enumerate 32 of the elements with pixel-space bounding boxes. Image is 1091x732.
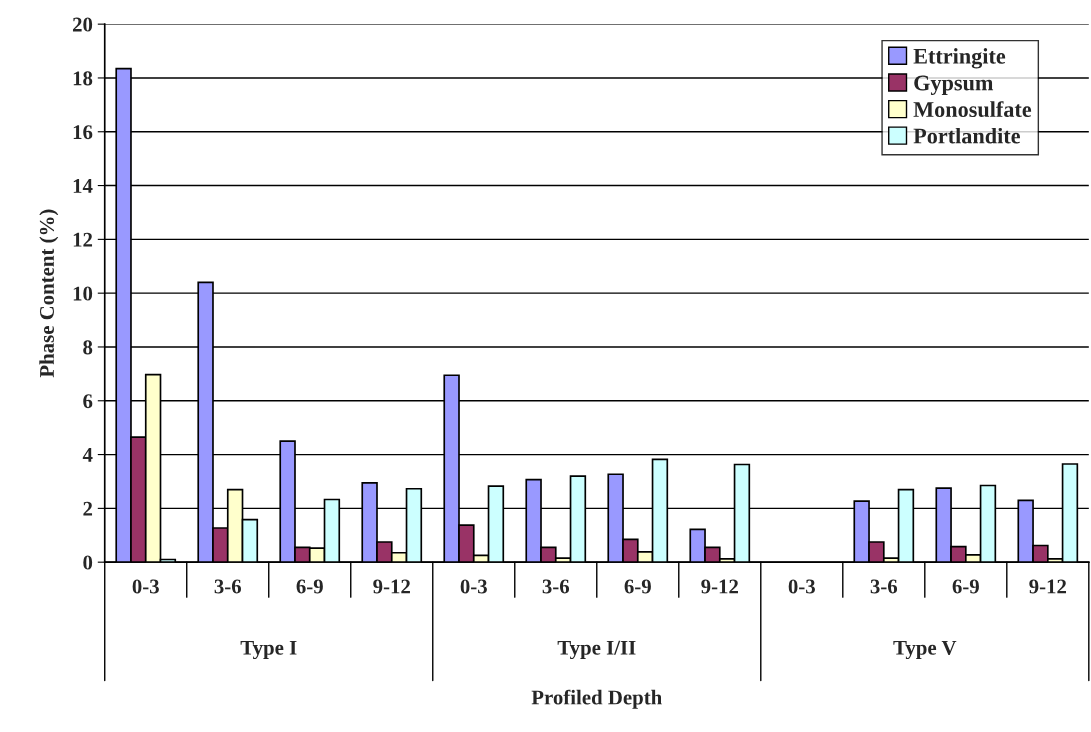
y-tick-label: 12 bbox=[73, 232, 93, 247]
x-tick-label: 6-9 bbox=[296, 579, 323, 594]
x-tick-label: 6-9 bbox=[624, 579, 651, 594]
x-tick-label: 0-3 bbox=[460, 579, 487, 594]
x-tick-label: 3-6 bbox=[214, 579, 242, 594]
y-tick-label: 4 bbox=[82, 448, 93, 462]
x-axis-title: Profiled Depth bbox=[531, 689, 662, 709]
text: Type I bbox=[240, 640, 297, 660]
x-tick-label: 0-3 bbox=[132, 579, 159, 594]
y-tick-label: 2 bbox=[83, 501, 93, 516]
y-tick-label: 14 bbox=[73, 179, 93, 193]
y-tick-label: 16 bbox=[73, 125, 93, 140]
x-tick-label: 9-12 bbox=[1029, 579, 1067, 594]
text: Type V bbox=[893, 640, 957, 660]
y-tick-label: 0 bbox=[83, 555, 93, 570]
legend-label: Portlandite bbox=[913, 127, 1020, 144]
y-tick-label: 18 bbox=[73, 71, 93, 86]
y-tick-label: 10 bbox=[73, 286, 93, 301]
y-axis-title: Phase Content (%) bbox=[39, 209, 59, 378]
x-tick-label: 3-6 bbox=[870, 579, 898, 594]
y-tick-label: 6 bbox=[83, 394, 93, 409]
legend-label: Gypsum bbox=[914, 75, 994, 96]
legend-label: Monosulfate bbox=[913, 101, 1032, 118]
text: Type I/II bbox=[557, 640, 636, 660]
x-tick-label: 3-6 bbox=[542, 579, 570, 594]
x-tick-label: 0-3 bbox=[788, 579, 815, 594]
legend-label: Ettringite bbox=[913, 48, 1006, 69]
y-tick-label: 8 bbox=[83, 340, 93, 355]
x-tick-label: 6-9 bbox=[952, 579, 979, 594]
x-tick-label: 9-12 bbox=[701, 579, 738, 594]
x-tick-label: 9-12 bbox=[373, 579, 410, 594]
y-tick-label: 20 bbox=[72, 17, 93, 32]
